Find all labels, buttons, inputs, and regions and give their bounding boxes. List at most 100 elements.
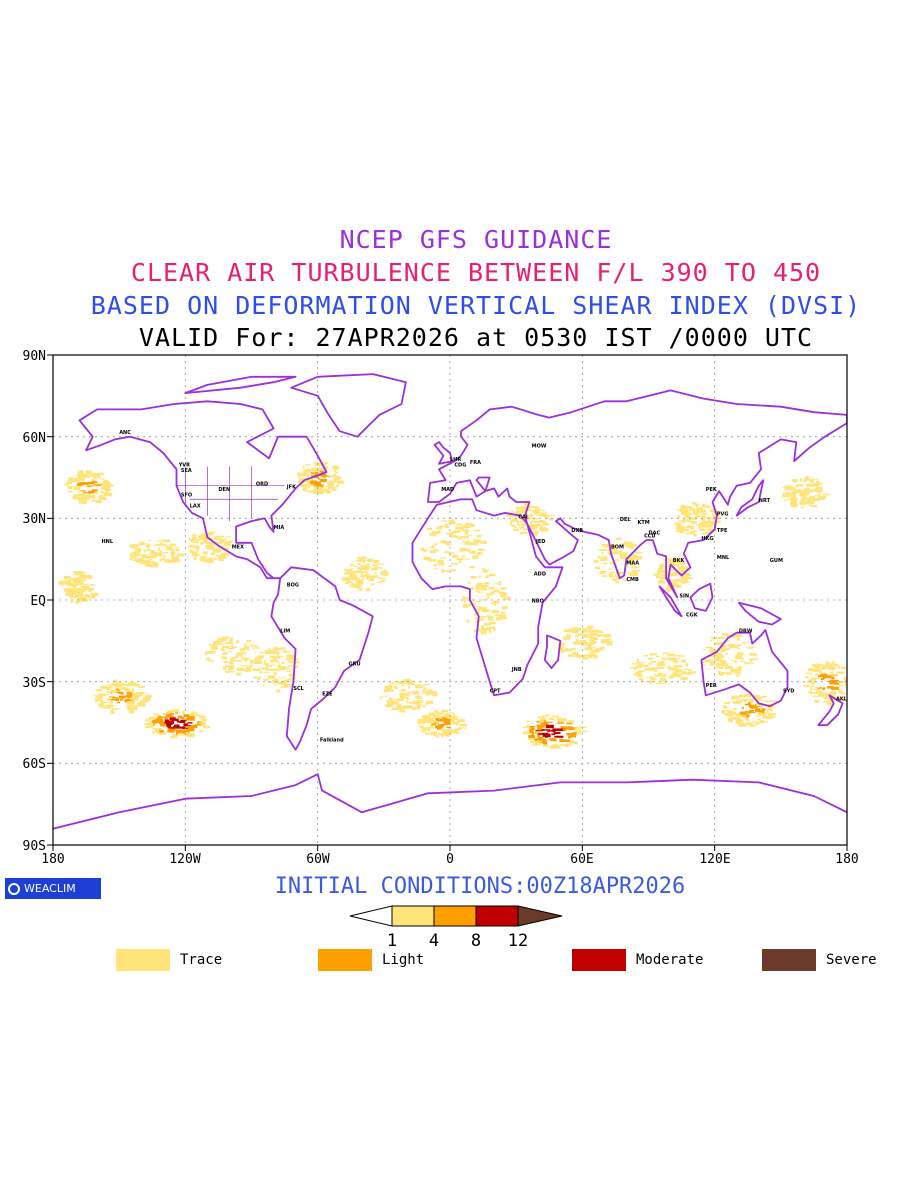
turbulence-cell: [599, 571, 606, 575]
turbulence-cell: [103, 492, 108, 496]
turbulence-cell: [169, 543, 176, 547]
turbulence-cell: [225, 665, 231, 667]
station-label: MAA: [626, 561, 639, 567]
turbulence-cell: [222, 666, 227, 670]
turbulence-cell: [92, 474, 100, 478]
turbulence-cell: [836, 671, 845, 674]
turbulence-cell: [840, 667, 847, 670]
turbulence-cell: [739, 711, 747, 714]
turbulence-cell: [456, 728, 462, 730]
turbulence-cell: [229, 666, 235, 669]
turbulence-cell: [336, 484, 339, 488]
turbulence-cell: [601, 556, 608, 560]
turbulence-cell: [479, 616, 487, 618]
turbulence-cell: [724, 701, 731, 705]
turbulence-cell: [540, 512, 547, 516]
turbulence-cell: [465, 522, 473, 527]
turbulence-cell: [129, 681, 133, 683]
coastline-greenland: [290, 373, 407, 438]
turbulence-cell: [676, 578, 684, 582]
turbulence-cell: [537, 735, 541, 738]
turbulence-cell: [86, 585, 89, 588]
turbulence-cell: [78, 595, 85, 597]
turbulence-cell: [169, 548, 176, 551]
turbulence-cell: [119, 695, 126, 699]
turbulence-cell: [355, 585, 360, 589]
turbulence-cell: [236, 672, 241, 676]
turbulence-cell: [183, 729, 187, 731]
turbulence-cell: [843, 676, 847, 680]
turbulence-cell: [459, 723, 468, 727]
turbulence-cell: [794, 489, 802, 492]
turbulence-cell: [412, 706, 417, 710]
turbulence-cell: [664, 576, 671, 579]
turbulence-cell: [654, 673, 660, 677]
turbulence-cell: [821, 665, 826, 669]
title-line-2: CLEAR AIR TURBULENCE BETWEEN F/L 390 TO …: [130, 258, 822, 287]
turbulence-cell: [671, 667, 678, 671]
turbulence-cell: [662, 652, 669, 654]
turbulence-cell: [521, 532, 527, 534]
turbulence-cell: [805, 476, 810, 480]
turbulence-cell: [435, 735, 439, 738]
turbulence-cell: [451, 519, 455, 521]
turbulence-cell: [177, 715, 183, 719]
turbulence-cell: [582, 635, 589, 638]
turbulence-cell: [118, 682, 122, 684]
turbulence-cell: [170, 559, 175, 564]
turbulence-cell: [538, 514, 546, 517]
turbulence-cell: [603, 562, 608, 565]
turbulence-cell: [73, 477, 79, 480]
turbulence-cell: [784, 493, 792, 497]
turbulence-cell: [829, 671, 834, 674]
turbulence-cell: [75, 485, 82, 488]
turbulence-cell: [158, 720, 164, 725]
turbulence-cell: [80, 499, 84, 501]
turbulence-cell: [462, 596, 466, 600]
turbulence-cell: [417, 719, 423, 722]
turbulence-cell: [267, 681, 273, 683]
turbulence-cell: [592, 646, 596, 648]
turbulence-cell: [740, 719, 744, 721]
turbulence-cell: [169, 727, 176, 729]
turbulence-cell: [262, 667, 269, 670]
turbulence-cell: [396, 706, 402, 709]
turbulence-cell: [799, 493, 806, 497]
turbulence-cell: [477, 587, 483, 590]
turbulence-cell: [76, 588, 83, 590]
turbulence-cell: [691, 521, 697, 524]
turbulence-cell: [602, 571, 607, 574]
turbulence-cell: [575, 635, 579, 637]
turbulence-cell: [631, 558, 640, 560]
turbulence-cell: [92, 497, 96, 500]
turbulence-cell: [332, 465, 340, 470]
turbulence-cell: [784, 485, 792, 487]
turbulence-cell: [758, 713, 761, 717]
turbulence-cell: [186, 725, 194, 729]
turbulence-cell: [608, 638, 612, 640]
turbulence-cell: [389, 701, 398, 703]
turbulence-cell: [817, 694, 826, 697]
turbulence-cell: [548, 721, 553, 723]
turbulence-cell: [323, 475, 330, 477]
turbulence-cell: [537, 716, 545, 718]
turbulence-cell: [464, 531, 469, 535]
turbulence-cell: [150, 550, 155, 553]
turbulence-cell: [707, 655, 714, 657]
turbulence-cell: [191, 538, 200, 541]
turbulence-cell: [633, 557, 636, 559]
turbulence-cell: [667, 665, 670, 668]
turbulence-cell: [87, 494, 95, 498]
turbulence-cell: [557, 646, 564, 650]
title-line-4: VALID For: 27APR2026 at 0530 IST /0000 U…: [138, 323, 814, 352]
turbulence-cell: [593, 559, 597, 563]
turbulence-cell: [616, 537, 622, 540]
turbulence-cell: [224, 638, 227, 641]
turbulence-cell: [223, 656, 228, 660]
turbulence-cell: [610, 562, 614, 564]
turbulence-cell: [660, 659, 666, 661]
turbulence-cell: [118, 683, 126, 687]
turbulence-cell: [499, 591, 505, 595]
turbulence-cell: [366, 563, 371, 566]
turbulence-cell: [682, 581, 690, 584]
